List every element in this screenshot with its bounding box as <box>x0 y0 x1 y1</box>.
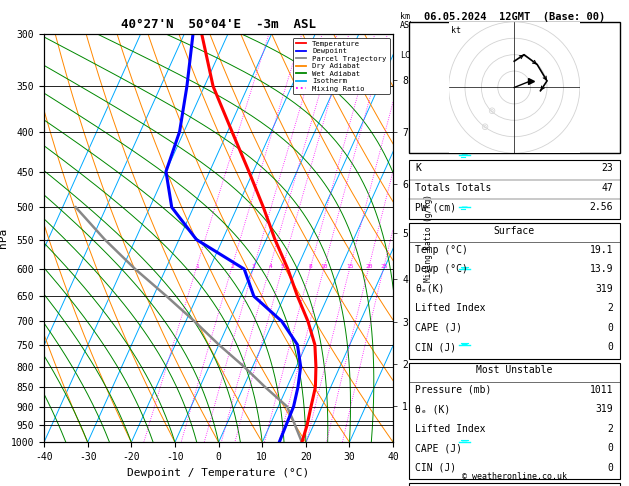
Text: CIN (J): CIN (J) <box>416 342 457 352</box>
Text: 1: 1 <box>195 264 199 269</box>
Text: Most Unstable: Most Unstable <box>476 365 552 376</box>
Text: © weatheronline.co.uk: © weatheronline.co.uk <box>462 472 567 481</box>
Text: 13.9: 13.9 <box>589 264 613 275</box>
Text: 5: 5 <box>281 264 285 269</box>
Text: 10: 10 <box>321 264 328 269</box>
Text: PW (cm): PW (cm) <box>416 202 457 212</box>
Text: 2.56: 2.56 <box>589 202 613 212</box>
Text: kt: kt <box>451 26 461 35</box>
Text: LCL: LCL <box>400 51 415 59</box>
Text: 3: 3 <box>252 264 256 269</box>
Text: 319: 319 <box>595 404 613 415</box>
Bar <box>409 22 620 153</box>
Text: 2: 2 <box>230 264 234 269</box>
Text: 25: 25 <box>381 264 387 269</box>
Text: $\circledcirc$: $\circledcirc$ <box>480 121 489 132</box>
Text: 0: 0 <box>607 463 613 473</box>
Text: Totals Totals: Totals Totals <box>416 183 492 193</box>
Text: Temp (°C): Temp (°C) <box>416 245 469 255</box>
Text: CIN (J): CIN (J) <box>416 463 457 473</box>
Text: $\circledcirc$: $\circledcirc$ <box>487 104 496 116</box>
Legend: Temperature, Dewpoint, Parcel Trajectory, Dry Adiabat, Wet Adiabat, Isotherm, Mi: Temperature, Dewpoint, Parcel Trajectory… <box>292 37 389 94</box>
Text: θₑ (K): θₑ (K) <box>416 404 451 415</box>
Text: CAPE (J): CAPE (J) <box>416 443 462 453</box>
Text: 0: 0 <box>607 443 613 453</box>
Text: 23: 23 <box>601 163 613 174</box>
Text: 15: 15 <box>347 264 354 269</box>
Text: K: K <box>416 163 421 174</box>
Text: CAPE (J): CAPE (J) <box>416 323 462 333</box>
Text: km
ASL: km ASL <box>400 12 415 30</box>
Bar <box>409 223 620 359</box>
Text: 319: 319 <box>595 284 613 294</box>
Title: 40°27'N  50°04'E  -3m  ASL: 40°27'N 50°04'E -3m ASL <box>121 18 316 32</box>
X-axis label: Dewpoint / Temperature (°C): Dewpoint / Temperature (°C) <box>128 468 309 478</box>
Text: 20: 20 <box>365 264 373 269</box>
Text: Surface: Surface <box>494 226 535 236</box>
Text: 2: 2 <box>607 303 613 313</box>
Text: 1011: 1011 <box>589 385 613 395</box>
Text: 2: 2 <box>607 424 613 434</box>
Y-axis label: hPa: hPa <box>0 228 8 248</box>
Text: 19.1: 19.1 <box>589 245 613 255</box>
Text: Mixing Ratio (g/kg): Mixing Ratio (g/kg) <box>423 194 433 282</box>
Text: Dewp (°C): Dewp (°C) <box>416 264 469 275</box>
Bar <box>409 160 620 219</box>
Bar <box>409 363 620 479</box>
Text: 4: 4 <box>268 264 272 269</box>
Text: Lifted Index: Lifted Index <box>416 424 486 434</box>
Text: 47: 47 <box>601 183 613 193</box>
Text: 8: 8 <box>309 264 313 269</box>
Bar <box>409 483 620 486</box>
Text: 0: 0 <box>607 323 613 333</box>
Text: 06.05.2024  12GMT  (Base: 00): 06.05.2024 12GMT (Base: 00) <box>423 12 605 22</box>
Text: Lifted Index: Lifted Index <box>416 303 486 313</box>
Text: θₑ(K): θₑ(K) <box>416 284 445 294</box>
Text: Pressure (mb): Pressure (mb) <box>416 385 492 395</box>
Text: 0: 0 <box>607 342 613 352</box>
